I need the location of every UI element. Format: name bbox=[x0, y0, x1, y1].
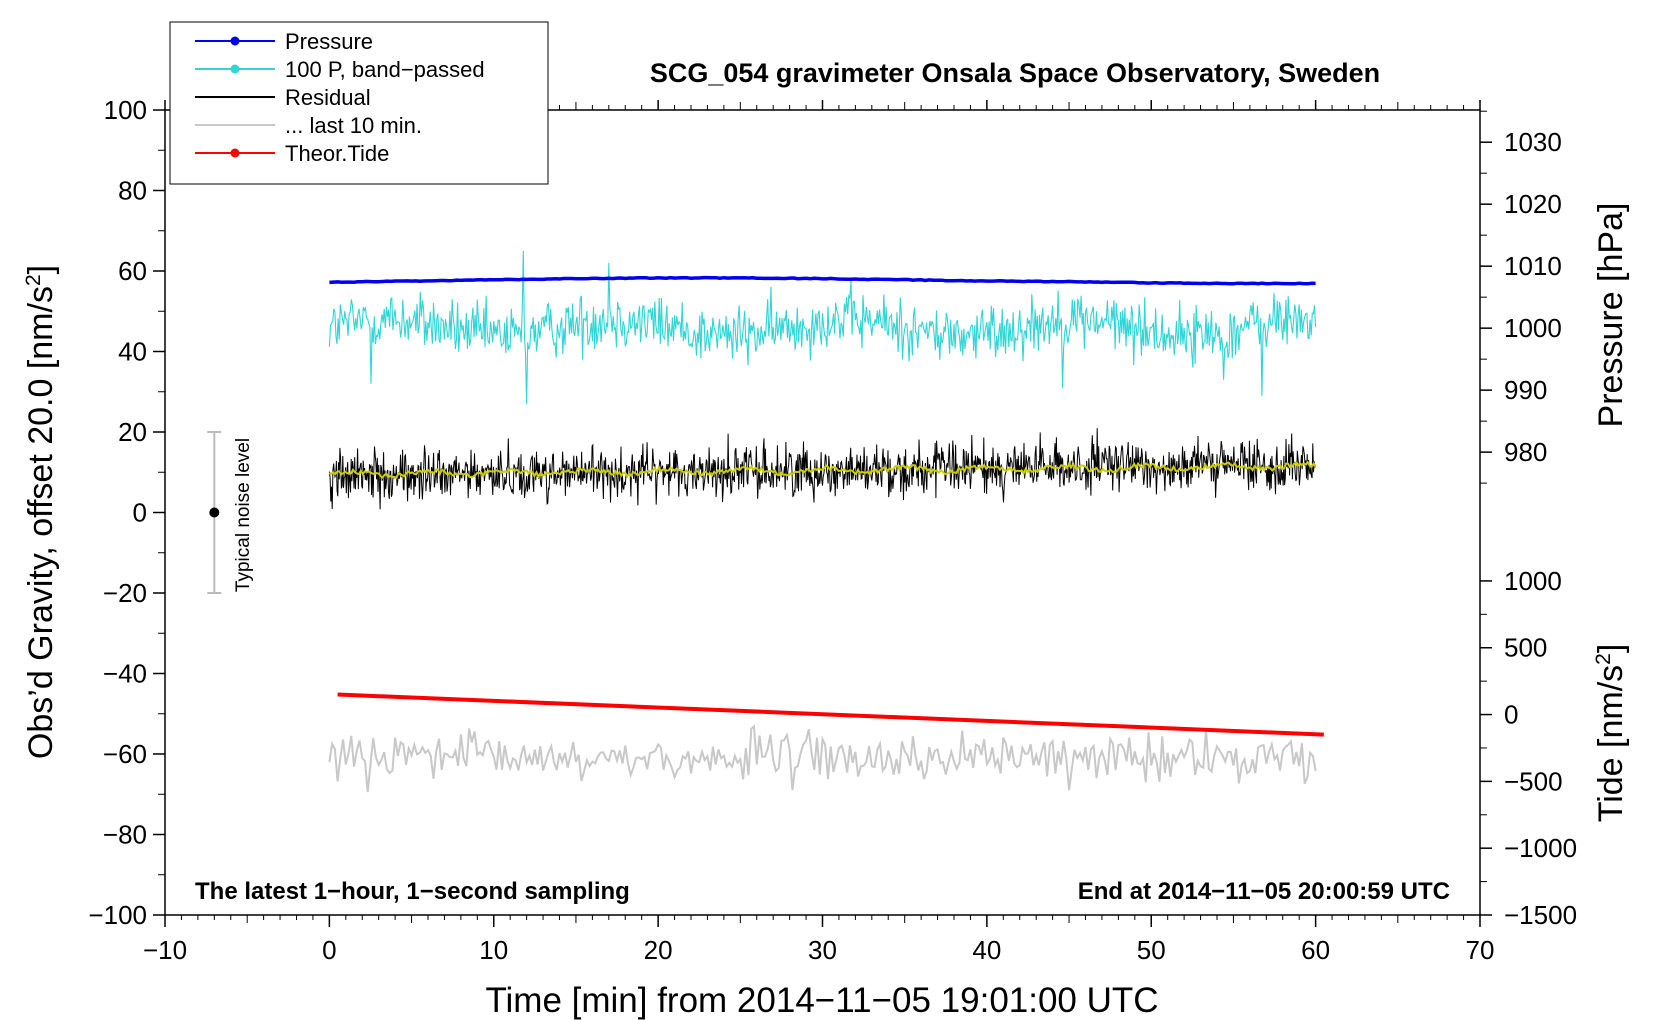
y-tick-label: 0 bbox=[133, 498, 147, 528]
noise-bar-center bbox=[209, 507, 220, 518]
y-tick-label: 40 bbox=[118, 337, 147, 367]
legend-marker bbox=[230, 64, 240, 74]
annotation-sampling: The latest 1−hour, 1−second sampling bbox=[195, 878, 630, 905]
pressure-axis-label: Pressure [hPa] bbox=[1592, 203, 1630, 428]
plot-frame bbox=[164, 109, 1481, 916]
x-tick-label: 50 bbox=[1137, 935, 1166, 965]
chart-title: SCG_054 gravimeter Onsala Space Observat… bbox=[650, 58, 1380, 88]
y-tick-label: 20 bbox=[118, 417, 147, 447]
legend-label: Theor.Tide bbox=[285, 141, 389, 166]
y-tick-label: −40 bbox=[103, 659, 147, 689]
legend-marker bbox=[230, 148, 240, 158]
noise-level-label: Typical noise level bbox=[233, 438, 254, 592]
tide-tick-label: 0 bbox=[1504, 700, 1518, 730]
y-tick-label: −100 bbox=[88, 900, 147, 930]
annotation-end-time: End at 2014−11−05 20:00:59 UTC bbox=[1078, 878, 1450, 905]
legend-label: ... last 10 min. bbox=[285, 113, 422, 138]
y-tick-label: 100 bbox=[104, 95, 147, 125]
tide-tick-label: 500 bbox=[1504, 633, 1547, 663]
tide-axis-label-sup: 2 bbox=[1592, 653, 1615, 665]
legend-marker bbox=[230, 36, 240, 46]
tide-axis-label-end: ] bbox=[1592, 644, 1630, 653]
legend-label: Pressure bbox=[285, 29, 373, 54]
y-axis-left-label: Obs’d Gravity, offset 20.0 [nm/s2] bbox=[22, 265, 60, 759]
x-axis-label: Time [min] from 2014−11−05 19:01:00 UTC bbox=[485, 981, 1158, 1020]
legend: Pressure 100 P, band−passed Residual ... la… bbox=[169, 21, 549, 185]
series-residual-smoothed-line bbox=[329, 460, 1317, 480]
y-tick-label: 60 bbox=[118, 256, 147, 286]
series-last-10-min-line bbox=[328, 724, 1317, 793]
tide-axis-label: Tide [nm/s2] bbox=[1592, 644, 1630, 823]
legend-label: Residual bbox=[285, 85, 371, 110]
y-tick-label: 80 bbox=[118, 176, 147, 206]
x-tick-label: 30 bbox=[808, 935, 837, 965]
pressure-tick-label: 1000 bbox=[1504, 313, 1562, 343]
tide-tick-label: −500 bbox=[1504, 766, 1563, 796]
tide-tick-label: 1000 bbox=[1504, 566, 1562, 596]
pressure-tick-label: 1030 bbox=[1504, 127, 1562, 157]
y-tick-label: −20 bbox=[103, 578, 147, 608]
x-tick-label: 0 bbox=[322, 935, 336, 965]
series-band-passed-line bbox=[328, 250, 1317, 404]
y-tick-label: −80 bbox=[103, 820, 147, 850]
y-axis-left-label-sup: 2 bbox=[22, 274, 45, 286]
x-tick-label: 10 bbox=[479, 935, 508, 965]
y-axis-left-label-end: ] bbox=[22, 265, 60, 274]
series-theor-tide-line bbox=[337, 692, 1324, 737]
pressure-tick-label: 990 bbox=[1504, 375, 1547, 405]
legend-label: 100 P, band−passed bbox=[285, 57, 485, 82]
x-tick-label: 20 bbox=[644, 935, 673, 965]
series-pressure-line bbox=[329, 275, 1316, 286]
tide-tick-label: −1000 bbox=[1504, 833, 1577, 863]
pressure-tick-label: 1020 bbox=[1504, 189, 1562, 219]
tide-axis-label-main: Tide [nm/s bbox=[1592, 665, 1630, 822]
plot-area bbox=[328, 250, 1324, 793]
axes: −10 0 10 20 30 40 50 60 70−100−80−60−40−20020406… bbox=[88, 95, 1577, 965]
tide-tick-label: −1500 bbox=[1504, 900, 1577, 930]
x-tick-label: −10 bbox=[143, 935, 187, 965]
y-axis-left-label-main: Obs’d Gravity, offset 20.0 [nm/s bbox=[22, 286, 60, 759]
pressure-tick-label: 980 bbox=[1504, 437, 1547, 467]
noise-level-indicator bbox=[207, 431, 222, 594]
pressure-tick-label: 1010 bbox=[1504, 251, 1562, 281]
x-tick-label: 40 bbox=[972, 935, 1001, 965]
x-tick-label: 70 bbox=[1466, 935, 1495, 965]
x-tick-label: 60 bbox=[1301, 935, 1330, 965]
y-tick-label: −60 bbox=[103, 739, 147, 769]
